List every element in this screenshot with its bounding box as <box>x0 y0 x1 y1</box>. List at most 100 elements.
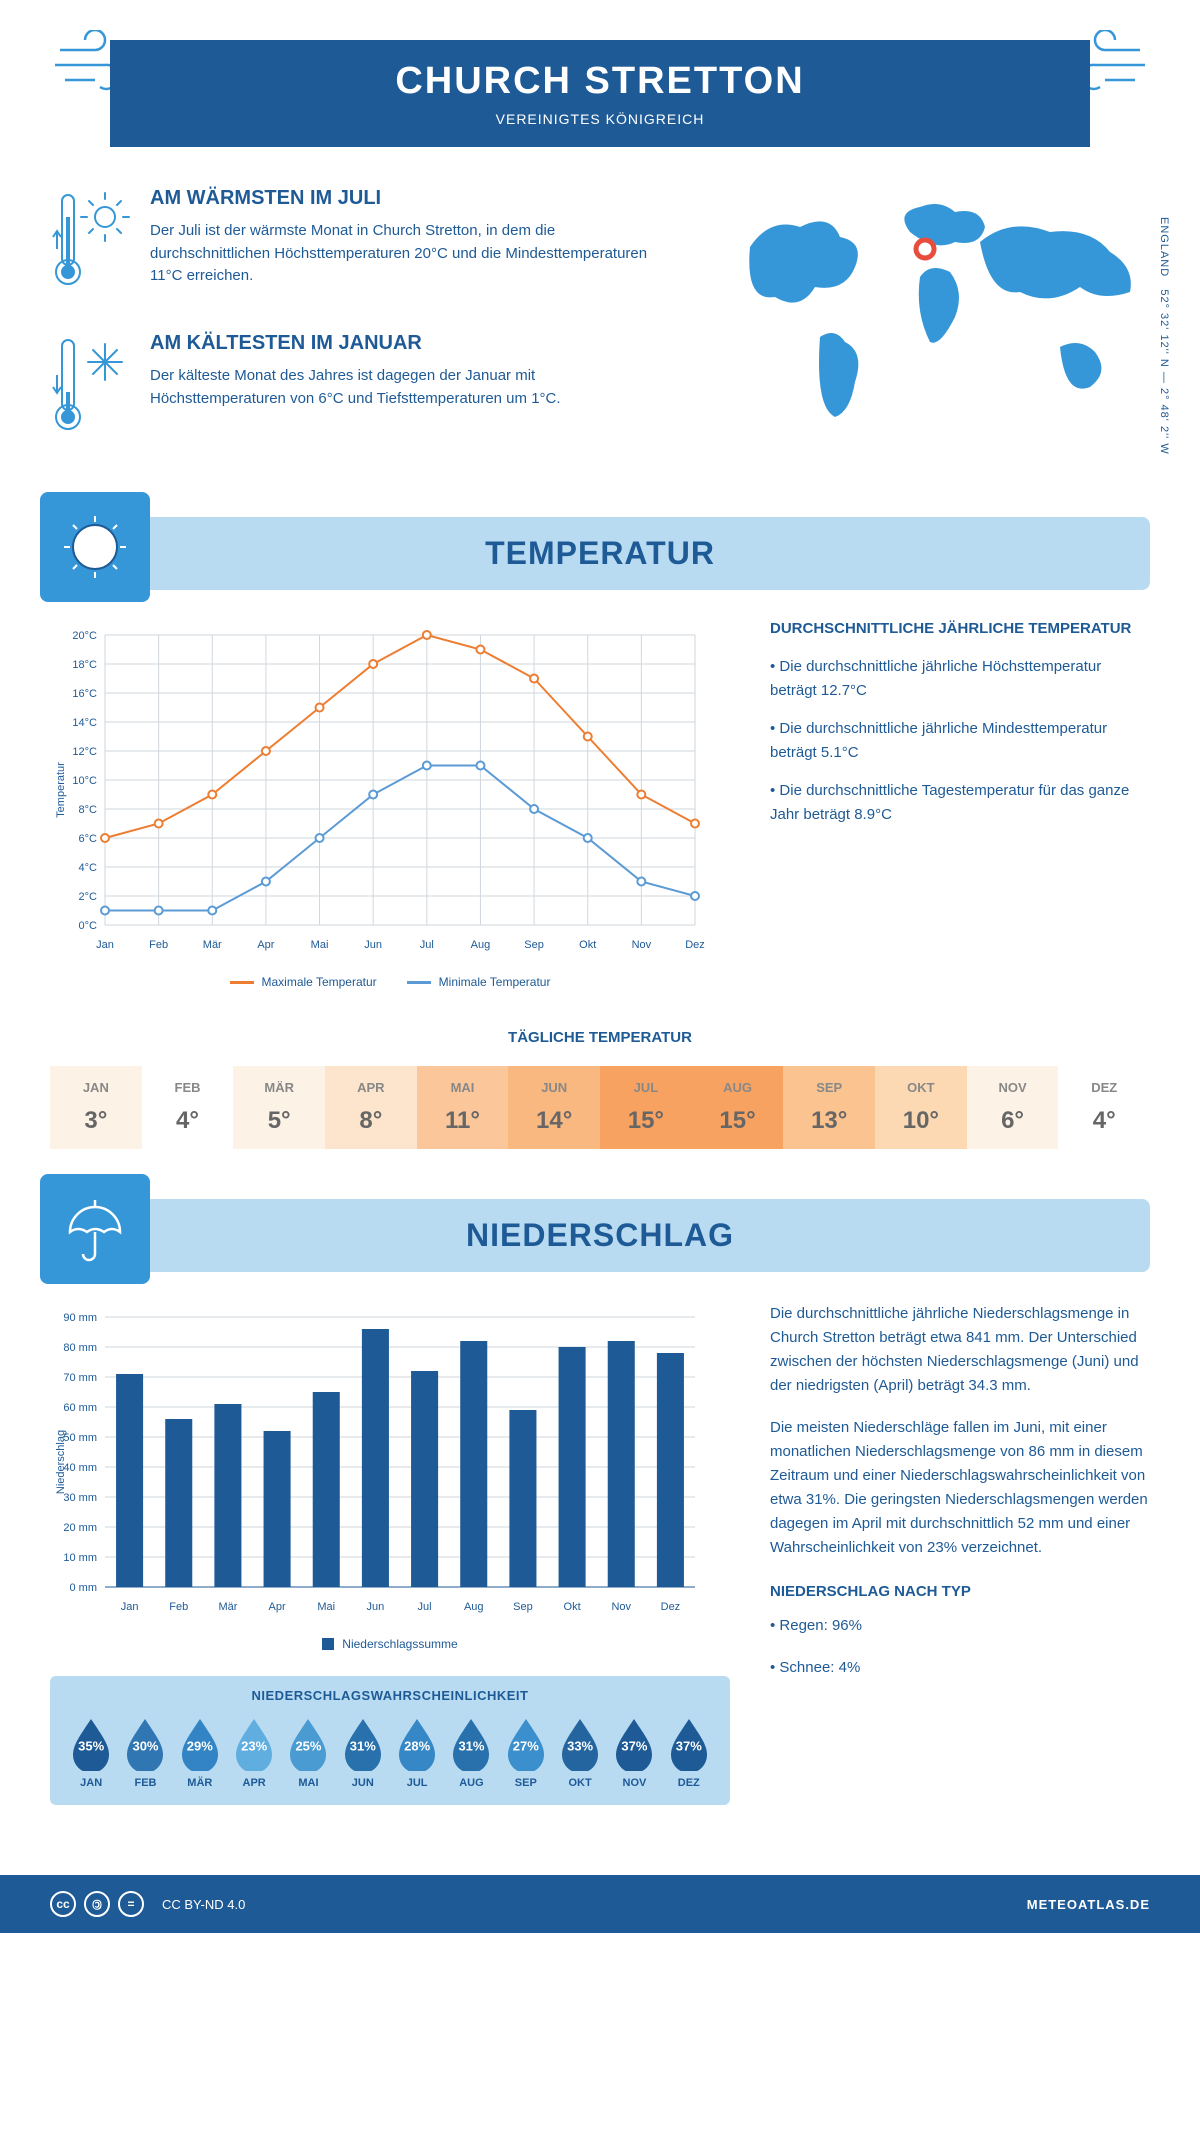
precip-text: Die durchschnittliche jährliche Niedersc… <box>770 1302 1150 1805</box>
prob-cell: 37%NOV <box>609 1715 659 1789</box>
prob-cell: 27%SEP <box>501 1715 551 1789</box>
temp-section-header: TEMPERATUR <box>50 517 1150 590</box>
svg-text:20°C: 20°C <box>72 630 97 642</box>
svg-text:4°C: 4°C <box>79 862 98 874</box>
warmest-text: Der Juli ist der wärmste Monat in Church… <box>150 220 670 288</box>
temp-fact: • Die durchschnittliche Tagestemperatur … <box>770 779 1150 827</box>
svg-text:90 mm: 90 mm <box>63 1312 97 1324</box>
coldest-title: AM KÄLTESTEN IM JANUAR <box>150 332 670 355</box>
svg-text:Feb: Feb <box>169 1601 188 1613</box>
svg-text:Okt: Okt <box>579 939 596 951</box>
svg-text:Aug: Aug <box>471 939 491 951</box>
svg-text:Jun: Jun <box>364 939 382 951</box>
daily-temp-cell: FEB4° <box>142 1066 234 1149</box>
precip-probability-box: NIEDERSCHLAGSWAHRSCHEINLICHKEIT 35%JAN30… <box>50 1676 730 1805</box>
svg-text:Jul: Jul <box>418 1601 432 1613</box>
svg-text:10°C: 10°C <box>72 775 97 787</box>
cc-icon: cc <box>50 1891 76 1917</box>
svg-text:2°C: 2°C <box>79 891 98 903</box>
svg-text:Niederschlag: Niederschlag <box>55 1430 67 1494</box>
svg-text:10 mm: 10 mm <box>63 1552 97 1564</box>
svg-text:Mär: Mär <box>203 939 222 951</box>
svg-text:Jun: Jun <box>367 1601 385 1613</box>
svg-text:20 mm: 20 mm <box>63 1522 97 1534</box>
svg-text:6°C: 6°C <box>79 833 98 845</box>
svg-text:50 mm: 50 mm <box>63 1432 97 1444</box>
daily-temp-cell: SEP13° <box>783 1066 875 1149</box>
svg-text:12°C: 12°C <box>72 746 97 758</box>
svg-text:Dez: Dez <box>661 1601 681 1613</box>
svg-text:80 mm: 80 mm <box>63 1342 97 1354</box>
svg-text:Sep: Sep <box>524 939 544 951</box>
svg-text:0 mm: 0 mm <box>70 1582 98 1594</box>
nd-icon: = <box>118 1891 144 1917</box>
svg-text:Jan: Jan <box>121 1601 139 1613</box>
svg-text:8°C: 8°C <box>79 804 98 816</box>
svg-text:Temperatur: Temperatur <box>55 762 67 818</box>
svg-text:Sep: Sep <box>513 1601 533 1613</box>
prob-cell: 29%MÄR <box>175 1715 225 1789</box>
precip-type: • Regen: 96% <box>770 1614 1150 1638</box>
svg-text:Apr: Apr <box>269 1601 286 1613</box>
temp-facts: DURCHSCHNITTLICHE JÄHRLICHE TEMPERATUR •… <box>770 620 1150 989</box>
svg-text:14°C: 14°C <box>72 717 97 729</box>
prob-cell: 31%AUG <box>446 1715 496 1789</box>
svg-text:16°C: 16°C <box>72 688 97 700</box>
precipitation-bar-chart: 0 mm 10 mm 20 mm 30 mm 40 mm 50 mm 60 mm 70 mm 8… <box>50 1302 710 1622</box>
svg-text:40 mm: 40 mm <box>63 1462 97 1474</box>
daily-temp-cell: JAN3° <box>50 1066 142 1149</box>
svg-text:70 mm: 70 mm <box>63 1372 97 1384</box>
svg-text:30 mm: 30 mm <box>63 1492 97 1504</box>
page-footer: cc 🄯 = CC BY-ND 4.0 METEOATLAS.DE <box>0 1875 1200 1933</box>
thermometer-cold-icon <box>50 332 130 442</box>
coldest-text: Der kälteste Monat des Jahres ist dagege… <box>150 365 670 410</box>
svg-text:Jul: Jul <box>420 939 434 951</box>
svg-text:0°C: 0°C <box>79 920 98 932</box>
svg-text:60 mm: 60 mm <box>63 1402 97 1414</box>
temp-fact: • Die durchschnittliche jährliche Mindes… <box>770 717 1150 765</box>
prob-cell: 35%JAN <box>66 1715 116 1789</box>
svg-text:Mär: Mär <box>218 1601 237 1613</box>
svg-text:Nov: Nov <box>611 1601 631 1613</box>
precip-legend: Niederschlagssumme <box>50 1637 730 1651</box>
daily-temp-table: JAN3°FEB4°MÄR5°APR8°MAI11°JUN14°JUL15°AU… <box>50 1066 1150 1149</box>
daily-temp-cell: MAI11° <box>417 1066 509 1149</box>
umbrella-icon <box>60 1194 130 1264</box>
daily-temp-cell: JUN14° <box>508 1066 600 1149</box>
daily-temp-cell: DEZ4° <box>1058 1066 1150 1149</box>
temperature-line-chart: 0°C 2°C 4°C 6°C 8°C 10°C 12°C 14°C 16°C 18°C 20°C J… <box>50 620 710 960</box>
daily-temp-cell: OKT10° <box>875 1066 967 1149</box>
temp-legend: Maximale Temperatur Minimale Temperatur <box>50 975 730 989</box>
daily-temp-cell: NOV6° <box>967 1066 1059 1149</box>
page-header: CHURCH STRETTON VEREINIGTES KÖNIGREICH <box>110 40 1090 147</box>
prob-cell: 31%JUN <box>338 1715 388 1789</box>
daily-temp-cell: MÄR5° <box>233 1066 325 1149</box>
warmest-block: AM WÄRMSTEN IM JULI Der Juli ist der wär… <box>50 187 670 302</box>
warmest-title: AM WÄRMSTEN IM JULI <box>150 187 670 210</box>
precip-section-header: NIEDERSCHLAG <box>50 1199 1150 1272</box>
svg-text:Feb: Feb <box>149 939 168 951</box>
page-title: CHURCH STRETTON <box>150 60 1050 103</box>
svg-text:Mai: Mai <box>311 939 329 951</box>
daily-temp-cell: APR8° <box>325 1066 417 1149</box>
svg-text:Apr: Apr <box>257 939 274 951</box>
svg-text:Aug: Aug <box>464 1601 484 1613</box>
prob-cell: 30%FEB <box>120 1715 170 1789</box>
svg-text:Nov: Nov <box>632 939 652 951</box>
svg-text:Dez: Dez <box>685 939 705 951</box>
daily-temp-title: TÄGLICHE TEMPERATUR <box>50 1029 1150 1046</box>
daily-temp-cell: AUG15° <box>692 1066 784 1149</box>
temp-fact: • Die durchschnittliche jährliche Höchst… <box>770 655 1150 703</box>
by-icon: 🄯 <box>84 1891 110 1917</box>
thermometer-hot-icon <box>50 187 130 297</box>
svg-text:Okt: Okt <box>564 1601 581 1613</box>
sun-icon <box>60 512 130 582</box>
svg-text:Mai: Mai <box>317 1601 335 1613</box>
footer-brand: METEOATLAS.DE <box>1027 1897 1150 1912</box>
coordinates: ENGLAND 52° 32' 12'' N — 2° 48' 2'' W <box>1158 217 1170 455</box>
svg-text:18°C: 18°C <box>72 659 97 671</box>
prob-cell: 37%DEZ <box>664 1715 714 1789</box>
world-map <box>710 187 1150 447</box>
daily-temp-cell: JUL15° <box>600 1066 692 1149</box>
page-subtitle: VEREINIGTES KÖNIGREICH <box>150 111 1050 127</box>
